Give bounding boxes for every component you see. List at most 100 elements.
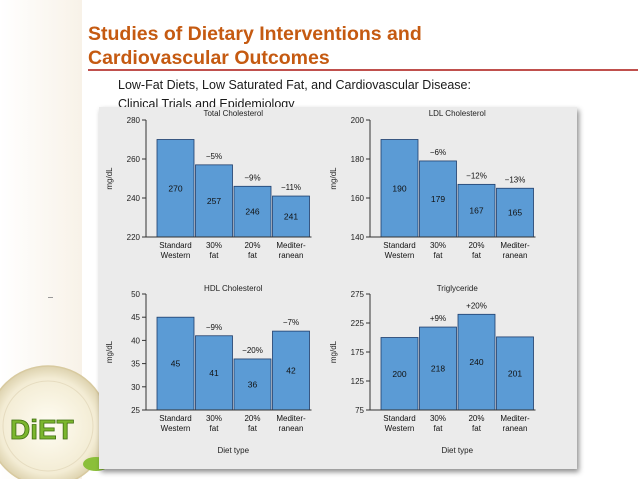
category-label: fat — [434, 424, 444, 433]
category-label: Mediter- — [500, 241, 530, 250]
bar-value-label: 167 — [469, 206, 483, 216]
bar-value-label: 270 — [168, 183, 182, 193]
category-label: fat — [210, 251, 220, 260]
category-label: Standard — [159, 414, 191, 423]
bar-value-label: 45 — [171, 359, 181, 369]
bar-value-label: 218 — [431, 364, 445, 374]
chart-title: HDL Cholesterol — [204, 284, 263, 293]
category-label: Western — [385, 251, 415, 260]
category-label: Western — [385, 424, 415, 433]
bar-value-label: 201 — [508, 368, 522, 378]
y-tick-label: 275 — [351, 290, 365, 299]
chart-title: LDL Cholesterol — [429, 109, 486, 118]
bar-value-label: 41 — [209, 368, 219, 378]
bar-value-label: 200 — [392, 369, 406, 379]
bar-value-label: 241 — [284, 212, 298, 222]
category-label: ranean — [503, 251, 528, 260]
y-tick-label: 140 — [351, 233, 365, 242]
bar — [272, 195, 310, 238]
bar-change-label: −9% — [206, 323, 222, 332]
decorative-dash — [48, 297, 53, 298]
bar-change-label: −9% — [244, 173, 260, 182]
y-tick-label: 175 — [351, 348, 365, 357]
category-label: fat — [472, 424, 482, 433]
bar-value-label: 246 — [245, 207, 259, 217]
x-axis-title: Diet type — [441, 446, 473, 455]
y-axis-title: mg/dL — [329, 340, 338, 363]
bar — [233, 185, 272, 238]
bar-value-label: 42 — [286, 366, 296, 376]
bar-value-label: 36 — [248, 379, 258, 389]
bar-change-label: −5% — [206, 152, 222, 161]
category-label: 30% — [206, 241, 222, 250]
category-label: fat — [472, 251, 482, 260]
category-label: fat — [434, 251, 444, 260]
category-label: fat — [248, 251, 258, 260]
bar — [457, 183, 496, 238]
bar-change-label: +20% — [466, 301, 487, 310]
y-tick-label: 45 — [131, 313, 140, 322]
bar-value-label: 257 — [207, 196, 221, 206]
bar — [233, 358, 272, 411]
y-tick-label: 125 — [351, 377, 365, 386]
y-tick-label: 180 — [351, 155, 365, 164]
category-label: Standard — [383, 414, 415, 423]
y-tick-label: 240 — [127, 194, 141, 203]
bar — [496, 187, 534, 238]
bar — [195, 164, 233, 238]
bar-change-label: −7% — [283, 318, 299, 327]
y-tick-label: 25 — [131, 406, 140, 415]
category-label: Mediter- — [276, 414, 306, 423]
category-label: Mediter- — [276, 241, 306, 250]
category-label: Mediter- — [500, 414, 530, 423]
slide-title-line1: Studies of Dietary Interventions and — [88, 23, 422, 45]
y-tick-label: 160 — [351, 194, 365, 203]
category-label: Western — [161, 251, 191, 260]
slide-title: Studies of Dietary Interventions and Car… — [88, 22, 422, 70]
category-label: ranean — [279, 424, 304, 433]
bar — [496, 336, 534, 411]
bar — [419, 326, 457, 411]
title-underline — [88, 69, 638, 71]
bar-change-label: −12% — [466, 171, 487, 180]
category-label: 20% — [468, 241, 484, 250]
y-tick-label: 30 — [131, 383, 140, 392]
y-tick-label: 260 — [127, 155, 141, 164]
bar-change-label: −11% — [281, 183, 301, 192]
category-label: 20% — [244, 414, 260, 423]
category-label: fat — [210, 424, 220, 433]
bar-change-label: −20% — [242, 346, 263, 355]
category-label: 30% — [430, 414, 446, 423]
bar — [380, 139, 419, 238]
y-axis-title: mg/dL — [105, 340, 114, 363]
y-tick-label: 225 — [351, 319, 365, 328]
bar — [156, 316, 195, 411]
bar — [272, 330, 310, 411]
y-axis-title: mg/dL — [329, 167, 338, 190]
bar-value-label: 179 — [431, 194, 445, 204]
bar-value-label: 165 — [508, 208, 522, 218]
bar — [457, 313, 496, 411]
subtitle-line1: Low-Fat Diets, Low Saturated Fat, and Ca… — [118, 78, 471, 92]
bar-change-label: −6% — [430, 148, 446, 157]
category-label: Standard — [383, 241, 415, 250]
y-tick-label: 50 — [131, 290, 140, 299]
bar — [380, 337, 419, 411]
logo-text: DiET — [10, 414, 74, 445]
slide-title-line2: Cardiovascular Outcomes — [88, 47, 330, 69]
category-label: 20% — [468, 414, 484, 423]
y-tick-label: 220 — [127, 233, 141, 242]
category-label: ranean — [503, 424, 528, 433]
category-label: Standard — [159, 241, 191, 250]
bar-change-label: −13% — [505, 175, 526, 184]
category-label: ranean — [279, 251, 304, 260]
y-tick-label: 200 — [351, 116, 365, 125]
chart-title: Total Cholesterol — [203, 109, 263, 118]
bar — [419, 160, 457, 238]
category-label: 30% — [430, 241, 446, 250]
category-label: 20% — [244, 241, 260, 250]
category-label: fat — [248, 424, 258, 433]
category-label: 30% — [206, 414, 222, 423]
y-tick-label: 280 — [127, 116, 141, 125]
